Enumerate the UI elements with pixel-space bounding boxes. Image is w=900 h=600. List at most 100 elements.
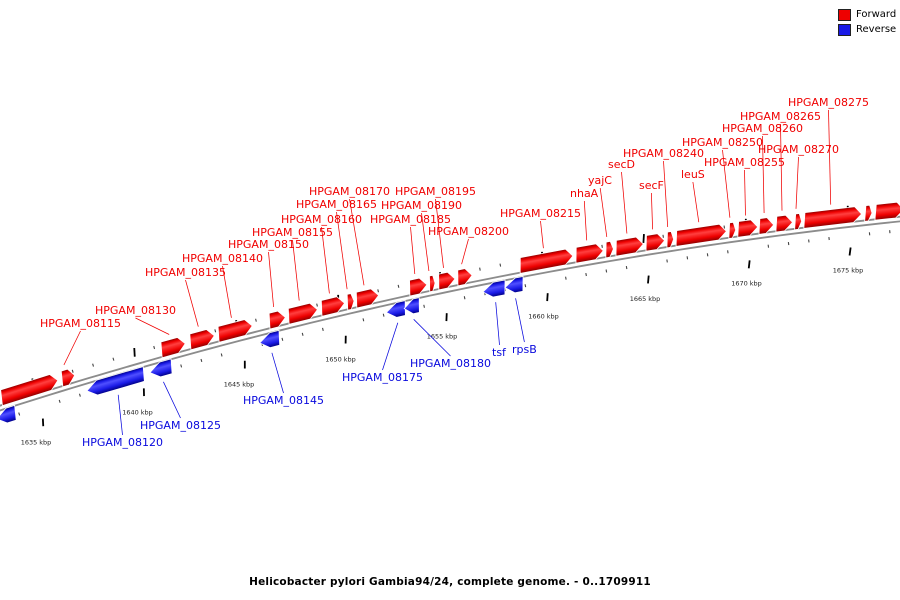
minor-tick <box>397 284 400 288</box>
gene-arrow-HPGAM_08255[interactable] <box>736 219 759 238</box>
minor-tick <box>58 399 61 403</box>
gene-label-HPGAM_08130: HPGAM_08130 <box>95 304 176 317</box>
gene-arrow-HPGAM_08160[interactable] <box>318 295 346 317</box>
gene-label-HPGAM_08155: HPGAM_08155 <box>252 226 333 239</box>
gene-arrow-HPGAM_08150[interactable] <box>266 310 287 330</box>
gene-label-tsf: tsf <box>492 346 507 359</box>
gene-label-HPGAM_08260: HPGAM_08260 <box>722 122 803 135</box>
gene-label-HPGAM_08270: HPGAM_08270 <box>758 143 839 156</box>
gene-label-HPGAM_08165: HPGAM_08165 <box>296 198 377 211</box>
gene-arrow-yajC[interactable] <box>603 240 614 259</box>
minor-tick <box>479 267 481 271</box>
leader-line-HPGAM_08215 <box>540 220 544 249</box>
gene-arrow-HPGAM_08125[interactable] <box>148 358 175 379</box>
gene-label-HPGAM_08240: HPGAM_08240 <box>623 147 704 160</box>
minor-tick <box>71 369 74 373</box>
gene-arrow-HPGAM_08260[interactable] <box>757 217 775 235</box>
gene-HPGAM_08155 <box>285 302 319 325</box>
gene-arrow-HPGAM_08265[interactable] <box>774 214 794 233</box>
gene-arrow[interactable] <box>863 204 873 222</box>
gene-arrow-HPGAM_08115[interactable] <box>58 368 76 388</box>
gene-arrow-secD[interactable] <box>613 236 644 257</box>
gene-label-HPGAM_08140: HPGAM_08140 <box>182 252 263 265</box>
leader-line-HPGAM_08175 <box>382 322 399 371</box>
gene-arrow-HPGAM_08195[interactable] <box>436 271 457 291</box>
gene-arrow-rpsB[interactable] <box>503 275 525 294</box>
minor-tick <box>605 269 608 273</box>
gene-arrow-HPGAM_08275[interactable] <box>802 206 863 229</box>
forward-swatch-icon <box>838 8 851 21</box>
gene-arrow-HPGAM_08190[interactable] <box>427 274 437 293</box>
gene-arrow-leuS[interactable] <box>674 223 728 247</box>
gene-arrow-HPGAM_08130[interactable] <box>158 336 187 359</box>
gene-HPGAM_08270 <box>793 213 803 231</box>
gene-arrow-HPGAM_08185[interactable] <box>407 277 429 297</box>
scale-ticks: 1635 kbp 1640 kbp 1645 kbp 1650 kbp 1655 kbp… <box>10 205 891 447</box>
gene-features <box>0 201 900 425</box>
gene-HPGAM_08165 <box>344 293 355 311</box>
gene-arrow-HPGAM_08200[interactable] <box>455 267 474 287</box>
leader-line-yajC <box>599 187 608 237</box>
leader-line-HPGAM_08145 <box>271 352 284 394</box>
gene-HPGAM_08260 <box>757 217 775 235</box>
minor-tick <box>255 318 257 322</box>
minor-tick <box>463 296 466 300</box>
gene-label-HPGAM_08180: HPGAM_08180 <box>410 357 491 370</box>
gene-label-HPGAM_08120: HPGAM_08120 <box>82 436 163 449</box>
gene-unlabeled <box>863 204 873 222</box>
leader-line-HPGAM_08185 <box>410 226 416 275</box>
minor-tick <box>78 393 81 397</box>
leader-line-leuS <box>692 181 700 223</box>
gene-arrow-HPGAM_08215[interactable] <box>517 248 574 274</box>
gene-arrow-HPGAM_08145[interactable] <box>258 329 283 349</box>
gene-label-HPGAM_08170: HPGAM_08170 <box>309 185 390 198</box>
gene-HPGAM_08180 <box>403 297 423 316</box>
tick-label: 1675 kbp <box>833 267 864 275</box>
gene-HPGAM_08120 <box>85 366 147 398</box>
gene-secD <box>613 236 644 257</box>
gene-label-nhaA: nhaA <box>570 187 599 200</box>
genome-axis <box>0 215 900 412</box>
gene-arrow-nhaA[interactable] <box>573 243 604 264</box>
gene-label-HPGAM_08275: HPGAM_08275 <box>788 96 869 109</box>
gene-label-HPGAM_08195: HPGAM_08195 <box>395 185 476 198</box>
gene-HPGAM_08135 <box>187 328 216 351</box>
gene-arrow-HPGAM_08170[interactable] <box>353 288 380 309</box>
gene-HPGAM_08130 <box>158 336 187 359</box>
minor-tick <box>200 358 203 363</box>
leader-line-HPGAM_08270 <box>795 156 799 209</box>
minor-tick <box>153 345 156 350</box>
gene-HPGAM_08255 <box>736 219 759 238</box>
tick-label: 1655 kbp <box>427 333 458 341</box>
leader-line-HPGAM_08155 <box>292 239 300 301</box>
gene-HPGAM_08150 <box>266 310 287 330</box>
gene-arrow[interactable] <box>0 373 60 407</box>
tick-label: 1640 kbp <box>122 408 153 416</box>
gene-arrow-HPGAM_08140[interactable] <box>215 318 254 343</box>
minor-tick <box>316 303 318 307</box>
leader-line-HPGAM_08115 <box>63 330 81 366</box>
gene-unlabeled <box>873 201 900 221</box>
leader-line-HPGAM_08260 <box>762 135 765 214</box>
gene-arrow-HPGAM_08270[interactable] <box>793 213 803 231</box>
gene-arrow-HPGAM_08250[interactable] <box>727 221 737 240</box>
leader-line-HPGAM_08240 <box>663 160 669 228</box>
gene-arrow-HPGAM_08165[interactable] <box>344 293 355 311</box>
gene-label-secD: secD <box>608 158 635 171</box>
minor-tick <box>322 327 324 331</box>
gene-arrow-HPGAM_08240[interactable] <box>665 231 675 249</box>
gene-arrow-HPGAM_08155[interactable] <box>285 302 319 325</box>
gene-label-HPGAM_08250: HPGAM_08250 <box>682 136 763 149</box>
minor-tick <box>499 263 502 267</box>
gene-HPGAM_08215 <box>517 248 574 274</box>
gene-arrow-HPGAM_08120[interactable] <box>85 366 147 398</box>
gene-arrow-secF[interactable] <box>644 233 666 252</box>
gene-arrow[interactable] <box>0 404 19 425</box>
gene-unlabeled <box>0 404 19 425</box>
gene-arrow-HPGAM_08180[interactable] <box>403 297 423 316</box>
gene-arrow[interactable] <box>873 201 900 221</box>
minor-tick <box>601 244 603 248</box>
gene-HPGAM_08240 <box>665 231 675 249</box>
major-tick <box>647 275 650 284</box>
gene-arrow-HPGAM_08135[interactable] <box>187 328 216 351</box>
